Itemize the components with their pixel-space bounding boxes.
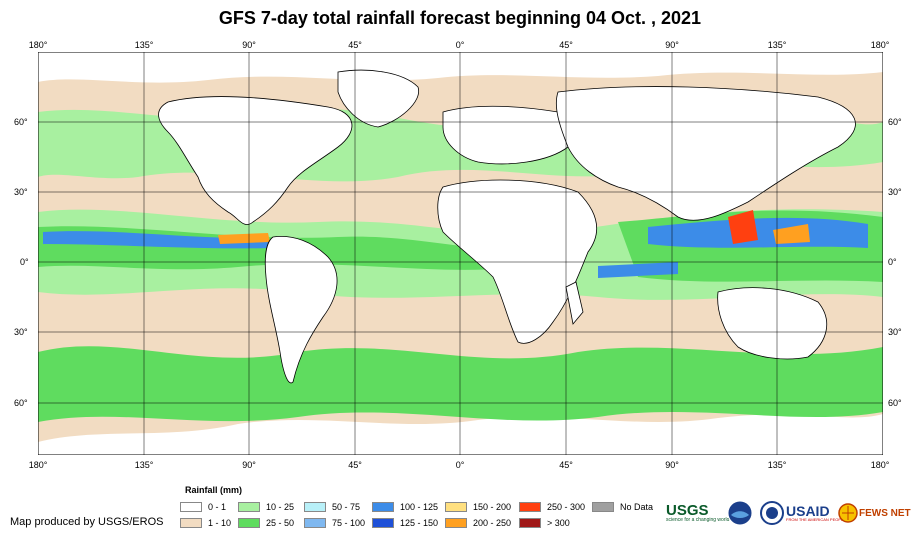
legend-swatch [238,502,260,512]
legend-item: 100 - 125 [372,501,438,513]
fewsnet-globe-icon [838,503,858,523]
legend-label: No Data [620,502,654,512]
legend-swatch [238,518,260,528]
legend-swatch [180,502,202,512]
legend-swatch [304,502,326,512]
lat-label: 60° [888,398,902,408]
legend-label: 200 - 250 [473,518,512,528]
lat-label: 30° [14,187,28,197]
europe [442,105,569,165]
legend-label: 125 - 150 [400,518,439,528]
lon-label: 45° [348,460,362,470]
legend-swatch [519,518,541,528]
legend-item: 250 - 300 [519,501,585,513]
usaid-seal-icon [760,501,784,525]
lon-label: 135° [767,40,787,50]
lon-label: 180° [870,40,890,50]
lat-label: 0° [20,257,29,267]
legend-item: > 300 [519,517,570,529]
legend-label: 1 - 10 [208,518,232,528]
lat-label: 30° [888,187,902,197]
legend-label: 100 - 125 [400,502,439,512]
heavy-rain-indian-ocean [598,262,678,278]
heavy-rain-west-pacific [648,217,868,248]
lon-label: 180° [28,460,48,470]
lon-label: 90° [665,40,679,50]
lon-label: 45° [559,460,573,470]
legend-item: 25 - 50 [238,517,294,529]
lon-label: 90° [242,460,256,470]
australia [717,287,827,360]
lat-label: 0° [888,257,897,267]
legend-swatch [304,518,326,528]
lat-label: 30° [888,327,902,337]
usaid-wordmark: USAID [786,503,830,519]
legend-label: 25 - 50 [266,518,295,528]
lon-label: 135° [134,460,154,470]
legend-swatch [445,518,467,528]
legend-label: 75 - 100 [332,518,366,528]
lat-label: 60° [14,398,28,408]
graticule [38,52,883,455]
fewsnet-wordmark: FEWS NET [859,507,911,519]
lat-label: 30° [14,327,28,337]
legend-item: 200 - 250 [445,517,511,529]
lon-label: 0° [455,40,465,50]
asia [555,86,856,221]
legend-swatch [180,518,202,528]
lon-label: 180° [870,460,890,470]
legend-label: 150 - 200 [473,502,512,512]
lon-label: 180° [28,40,48,50]
lat-label: 60° [888,117,902,127]
south-america [264,235,338,384]
legend-item: 150 - 200 [445,501,511,513]
lon-label: 135° [134,40,154,50]
legend-item: 125 - 150 [372,517,438,529]
legend-label: 250 - 300 [547,502,586,512]
legend-item: 1 - 10 [180,517,231,529]
heavy-rain-east-pacific [43,231,270,249]
legend-swatch [372,502,394,512]
extreme-rain-pacific [773,224,810,244]
usgs-wordmark: USGS [666,502,709,519]
noaa-logo [727,498,753,528]
lon-label: 90° [665,460,679,470]
legend-item: 75 - 100 [304,517,365,529]
legend-swatch [445,502,467,512]
legend-label: 10 - 25 [266,502,295,512]
usaid-tagline: FROM THE AMERICAN PEOPLE [786,517,846,522]
extreme-rain-philippines [728,210,758,244]
madagascar [565,281,584,325]
greenland [337,69,420,128]
fewsnet-logo: FEWS NET [838,498,911,528]
usgs-tagline: science for a changing world [666,517,730,523]
legend-swatch [519,502,541,512]
legend-item: No Data [592,501,653,513]
lon-label: 135° [767,460,787,470]
legend-label: 50 - 75 [332,502,361,512]
legend-swatch [592,502,614,512]
rainfall-map [38,52,883,455]
map-credit: Map produced by USGS/EROS [10,516,164,528]
legend-item: 10 - 25 [238,501,294,513]
north-america [158,96,353,225]
usgs-logo: USGS science for a changing world [666,498,729,528]
noaa-emblem-icon [727,500,753,526]
legend-item: 50 - 75 [304,501,360,513]
legend-swatch [372,518,394,528]
lon-label: 45° [559,40,573,50]
legend-item: 0 - 1 [180,501,226,513]
southern-storm-band [38,346,883,422]
legend-label: 0 - 1 [208,502,227,512]
legend-title: Rainfall (mm) [185,485,243,495]
legend-label: > 300 [547,518,570,528]
lon-label: 0° [455,460,465,470]
usaid-logo: USAID FROM THE AMERICAN PEOPLE [760,498,846,528]
lat-label: 60° [14,117,28,127]
map-title: GFS 7-day total rainfall forecast beginn… [218,8,702,28]
lon-label: 90° [242,40,256,50]
extreme-rain-central-america [218,233,270,244]
lon-label: 45° [348,40,362,50]
